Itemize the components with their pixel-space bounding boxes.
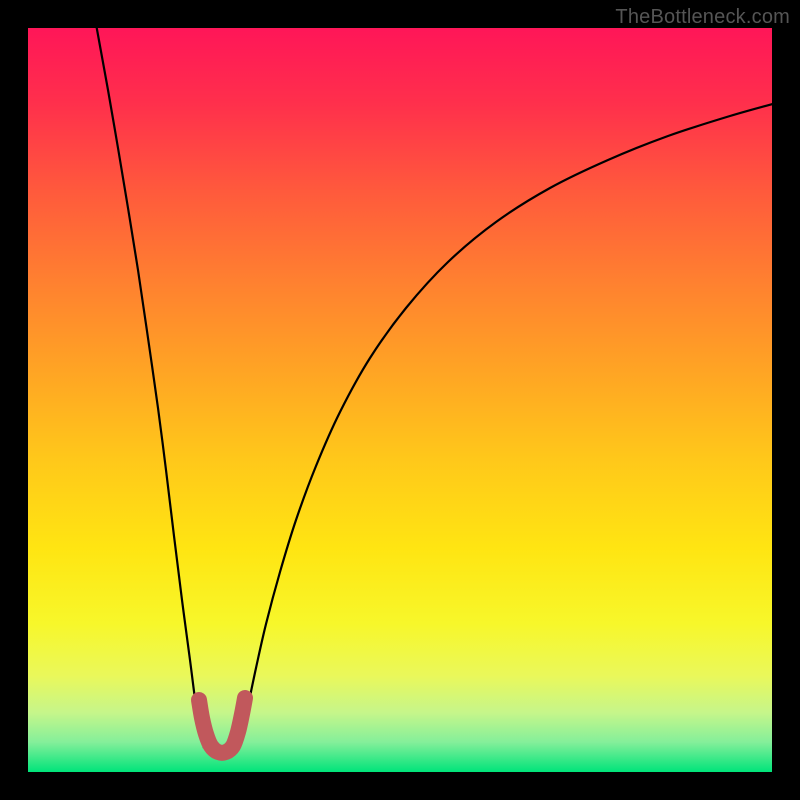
chart-frame: TheBottleneck.com xyxy=(0,0,800,800)
left-branch-curve xyxy=(92,28,204,748)
right-branch-curve xyxy=(238,102,772,748)
watermark-text: TheBottleneck.com xyxy=(615,6,790,29)
curve-layer xyxy=(28,28,772,772)
plot-area xyxy=(28,28,772,772)
valley-marker xyxy=(199,698,245,753)
